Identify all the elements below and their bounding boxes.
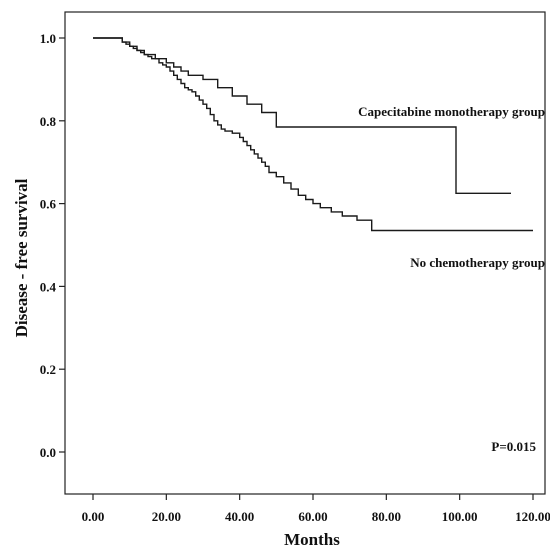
y-tick-label: 0.4	[40, 279, 57, 294]
y-tick-label: 0.6	[40, 197, 57, 212]
x-tick-label: 100.00	[442, 509, 478, 524]
y-axis: 0.0 0.2 0.4 0.6 0.8 1.0	[40, 31, 65, 460]
label-layer: Capecitabine monotherapy group No chemoth…	[358, 104, 545, 270]
no-chemotherapy-series-label: No chemotherapy group	[410, 255, 545, 270]
x-tick-label: 20.00	[152, 509, 181, 524]
x-tick-label: 60.00	[298, 509, 327, 524]
no-chemotherapy-curve	[93, 37, 533, 232]
x-tick-label: 120.00	[515, 509, 550, 524]
capecitabine-series-label: Capecitabine monotherapy group	[358, 104, 545, 119]
y-tick-label: 0.0	[40, 445, 56, 460]
plot-frame	[64, 11, 546, 495]
y-tick-label: 1.0	[40, 31, 56, 46]
y-axis-title: Disease - free survival	[12, 178, 31, 337]
series-layer	[93, 37, 533, 232]
y-tick-label: 0.2	[40, 362, 56, 377]
x-tick-label: 0.00	[82, 509, 105, 524]
p-value-annotation: P=0.015	[491, 439, 536, 454]
x-tick-label: 80.00	[372, 509, 401, 524]
x-tick-label: 40.00	[225, 509, 254, 524]
y-tick-label: 0.8	[40, 114, 57, 129]
x-axis: 0.00 20.00 40.00 60.00 80.00 100.00 120.00	[82, 494, 550, 524]
x-axis-title: Months	[284, 530, 340, 549]
